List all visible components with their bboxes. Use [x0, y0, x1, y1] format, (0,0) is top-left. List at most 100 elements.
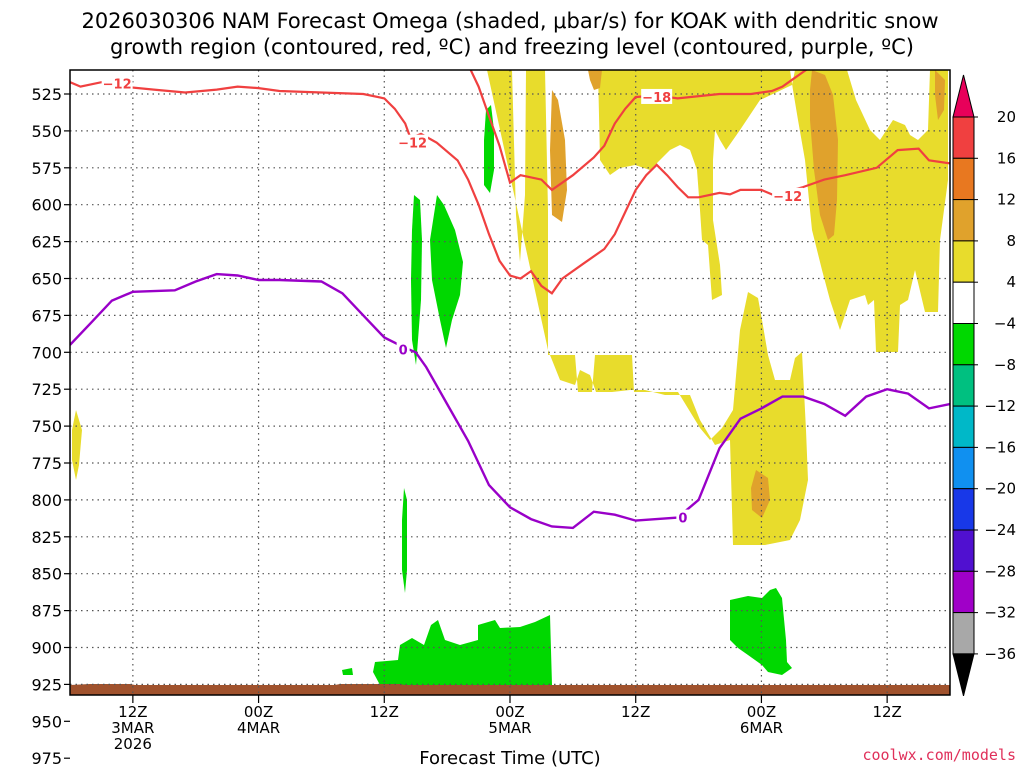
colorbar-label: −12 [984, 397, 1016, 415]
contour-label: −12 [398, 137, 427, 152]
contour-label: −18 [642, 91, 671, 106]
colorbar-label: −8 [994, 356, 1016, 374]
contour-label: 0 [678, 512, 687, 527]
colorbar-swatch [952, 240, 975, 283]
omega-green-cell-2 [411, 195, 422, 365]
y-tick-label: 825 [31, 528, 62, 547]
y-tick-label: 950 [31, 712, 62, 731]
x-tick-label: 12Z [872, 703, 901, 721]
contour-label: −12 [103, 78, 132, 93]
colorbar-swatch [952, 405, 975, 448]
omega-green-cell-1 [484, 105, 494, 193]
colorbar-label: 20 [997, 108, 1016, 126]
x-axis-label: Forecast Time (UTC) [419, 748, 600, 768]
colorbar-label: 16 [997, 149, 1016, 167]
omega-green-cell-4 [402, 488, 407, 593]
y-tick-label: 900 [31, 639, 62, 658]
omega-orange-cell-2 [550, 90, 567, 222]
x-tick-label: 00Z [495, 703, 524, 721]
y-tick-label: 775 [31, 454, 62, 473]
colorbar-label: 4 [1006, 273, 1016, 291]
colorbar-label: −16 [984, 438, 1016, 456]
omega-orange-cell-5 [751, 470, 770, 518]
colorbar-label: 8 [1006, 232, 1016, 250]
colorbar-swatch [952, 157, 975, 201]
chart-title-line2: growth region (contoured, red, ºC) and f… [110, 35, 914, 59]
y-tick-label: 925 [31, 675, 62, 694]
colorbar: 20 16 12 8 4 −4 −8 −12 −16 −20 −24 −28 −32 −36 [952, 74, 1016, 697]
colorbar-label: −4 [994, 315, 1016, 333]
contour-label-bg [641, 88, 673, 104]
colorbar-swatch [952, 529, 975, 572]
grid-lines [70, 70, 950, 695]
x-tick-label: 3MAR [111, 719, 154, 737]
x-tick-label: 12Z [621, 703, 650, 721]
x-tick-label: 12Z [370, 703, 399, 721]
colorbar-swatch [952, 488, 975, 531]
colorbar-swatch [952, 281, 975, 325]
x-tick-label: 4MAR [237, 719, 280, 737]
contour-label-bg [101, 75, 133, 91]
colorbar-swatch [952, 364, 975, 407]
colorbar-bottom-arrow [952, 653, 975, 697]
contour-label: −12 [773, 190, 802, 205]
y-tick-label: 850 [31, 565, 62, 584]
y-tick-label: 550 [31, 122, 62, 141]
x-tick-label: 12Z [118, 703, 147, 721]
colorbar-swatch [952, 570, 975, 614]
y-tick-label: 600 [31, 196, 62, 215]
contour-label-bg [676, 509, 690, 525]
omega-green-cell-6 [373, 615, 552, 685]
omega-orange-cell-4 [935, 70, 945, 120]
y-tick-label: 725 [31, 380, 62, 399]
y-tick-label: 875 [31, 602, 62, 621]
contour-lines [70, 70, 950, 530]
omega-green-cell-3 [430, 195, 463, 348]
y-tick-label: 650 [31, 270, 62, 289]
x-tick-label: 6MAR [740, 719, 783, 737]
y-axis: 525 550 575 600 625 650 675 700 725 750 775 800 825 8… [31, 85, 70, 768]
colorbar-label: −32 [984, 604, 1016, 622]
colorbar-label: −36 [984, 645, 1016, 663]
omega-green-cell-5 [342, 668, 353, 675]
x-tick-label: 00Z [244, 703, 273, 721]
omega-yellow-region-main [487, 70, 808, 545]
omega-yellow-region-upper-right [598, 70, 948, 352]
colorbar-label: −24 [984, 521, 1016, 539]
ground-surface-bumps [70, 684, 950, 695]
credit-text: coolwx.com/models [862, 746, 1016, 764]
colorbar-label: −28 [984, 562, 1016, 580]
contour-label-bg [772, 187, 804, 203]
y-tick-label: 525 [31, 85, 62, 104]
chart-title-line1: 2026030306 NAM Forecast Omega (shaded, μ… [81, 9, 938, 33]
freezing-level-contour [70, 272, 950, 530]
y-tick-label: 750 [31, 417, 62, 436]
omega-orange-cell-3 [810, 70, 838, 240]
colorbar-swatch [952, 116, 975, 159]
contour-label: 0 [399, 343, 408, 358]
plot-area: 0 0 −12 −12 −12 −18 [70, 70, 950, 695]
y-tick-label: 800 [31, 491, 62, 510]
y-tick-label: 675 [31, 306, 62, 325]
contour-labels: 0 0 −12 −12 −12 −18 [101, 75, 804, 527]
x-tick-label: 5MAR [488, 719, 531, 737]
colorbar-swatch [952, 323, 975, 366]
contour-label-bg [397, 134, 429, 150]
x-tick-label: 2026 [114, 735, 152, 753]
omega-shading [72, 70, 948, 685]
dgz-minus12-contour [70, 81, 950, 295]
omega-yellow-region-left [72, 410, 82, 480]
colorbar-label: 12 [997, 191, 1016, 209]
colorbar-label: −20 [984, 480, 1016, 498]
y-tick-label: 625 [31, 233, 62, 252]
dgz-minus18-contour [469, 70, 808, 192]
colorbar-swatch [952, 612, 975, 655]
y-tick-label: 700 [31, 343, 62, 362]
contour-label-bg [396, 341, 410, 357]
omega-orange-cell-1 [588, 70, 602, 90]
y-tick-label: 575 [31, 159, 62, 178]
colorbar-swatch [952, 446, 975, 490]
x-tick-label: 00Z [747, 703, 776, 721]
